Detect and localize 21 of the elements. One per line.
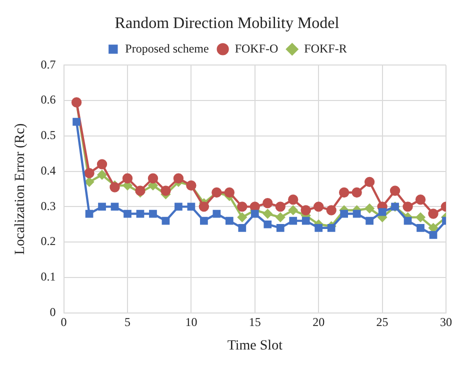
x-tick-label: 30 (440, 315, 452, 330)
x-tick-label: 10 (185, 315, 198, 330)
x-tick-label: 0 (60, 315, 67, 330)
legend-label: FOKF-O (234, 41, 278, 56)
y-tick-label: 0.3 (40, 198, 56, 213)
x-tick-label: 15 (248, 315, 261, 330)
x-tick-label: 20 (312, 315, 325, 330)
legend-label: FOKF-R (304, 41, 347, 56)
x-axis-title: Time Slot (227, 338, 283, 354)
y-tick-label: 0.7 (40, 57, 56, 72)
x-tick-label: 5 (124, 315, 130, 330)
y-tick-label: 0.4 (40, 163, 56, 178)
y-tick-label: 0 (50, 304, 56, 319)
chart-title: Random Direction Mobility Model (114, 14, 340, 32)
legend-label: Proposed scheme (125, 41, 209, 56)
y-tick-label: 0.5 (40, 128, 56, 142)
y-axis-title: Localization Error (Rc) (13, 122, 28, 255)
y-tick-label: 0.2 (40, 234, 56, 248)
x-tick-label: 25 (376, 315, 388, 330)
y-tick-label: 0.1 (40, 270, 56, 284)
y-tick-label: 0.6 (40, 92, 56, 107)
